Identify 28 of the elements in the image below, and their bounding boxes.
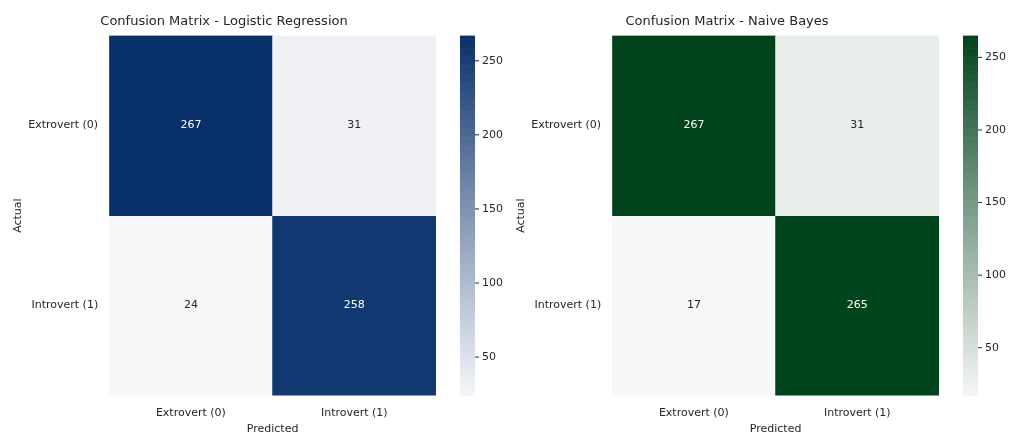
color-bar-label: 100 — [985, 267, 1006, 281]
data-label: 31 — [850, 118, 865, 132]
y-axis-title: Actual — [11, 198, 25, 233]
chart-title: Confusion Matrix - Logistic Regression — [100, 13, 348, 29]
x-tick-label: Introvert (1) — [823, 406, 891, 420]
color-bar-label: 250 — [482, 53, 503, 67]
y-axis-title: Actual — [514, 198, 528, 233]
data-label: 258 — [343, 298, 365, 312]
color-bar-label: 50 — [482, 349, 496, 363]
data-label: 265 — [846, 298, 868, 312]
data-label: 267 — [683, 118, 705, 132]
color-bar-label: 50 — [985, 340, 999, 354]
data-label: 267 — [180, 118, 202, 132]
color-bar-label: 200 — [482, 127, 503, 141]
color-bar-label: 150 — [482, 201, 503, 215]
color-bar-label: 250 — [985, 50, 1006, 64]
color-bar-label: 100 — [482, 275, 503, 289]
color-bar-label: 150 — [985, 195, 1006, 209]
data-label: 17 — [686, 298, 701, 312]
chart-title: Confusion Matrix - Naive Bayes — [625, 13, 829, 29]
color-bar-label: 200 — [985, 122, 1006, 136]
x-tick-label: Extrovert (0) — [658, 406, 729, 420]
x-tick-label: Introvert (1) — [320, 406, 388, 420]
x-axis-title: Predicted — [749, 422, 802, 436]
data-label: 24 — [183, 298, 198, 312]
x-tick-label: Extrovert (0) — [155, 406, 226, 420]
data-label: 31 — [347, 118, 362, 132]
x-axis-title: Predicted — [246, 422, 299, 436]
